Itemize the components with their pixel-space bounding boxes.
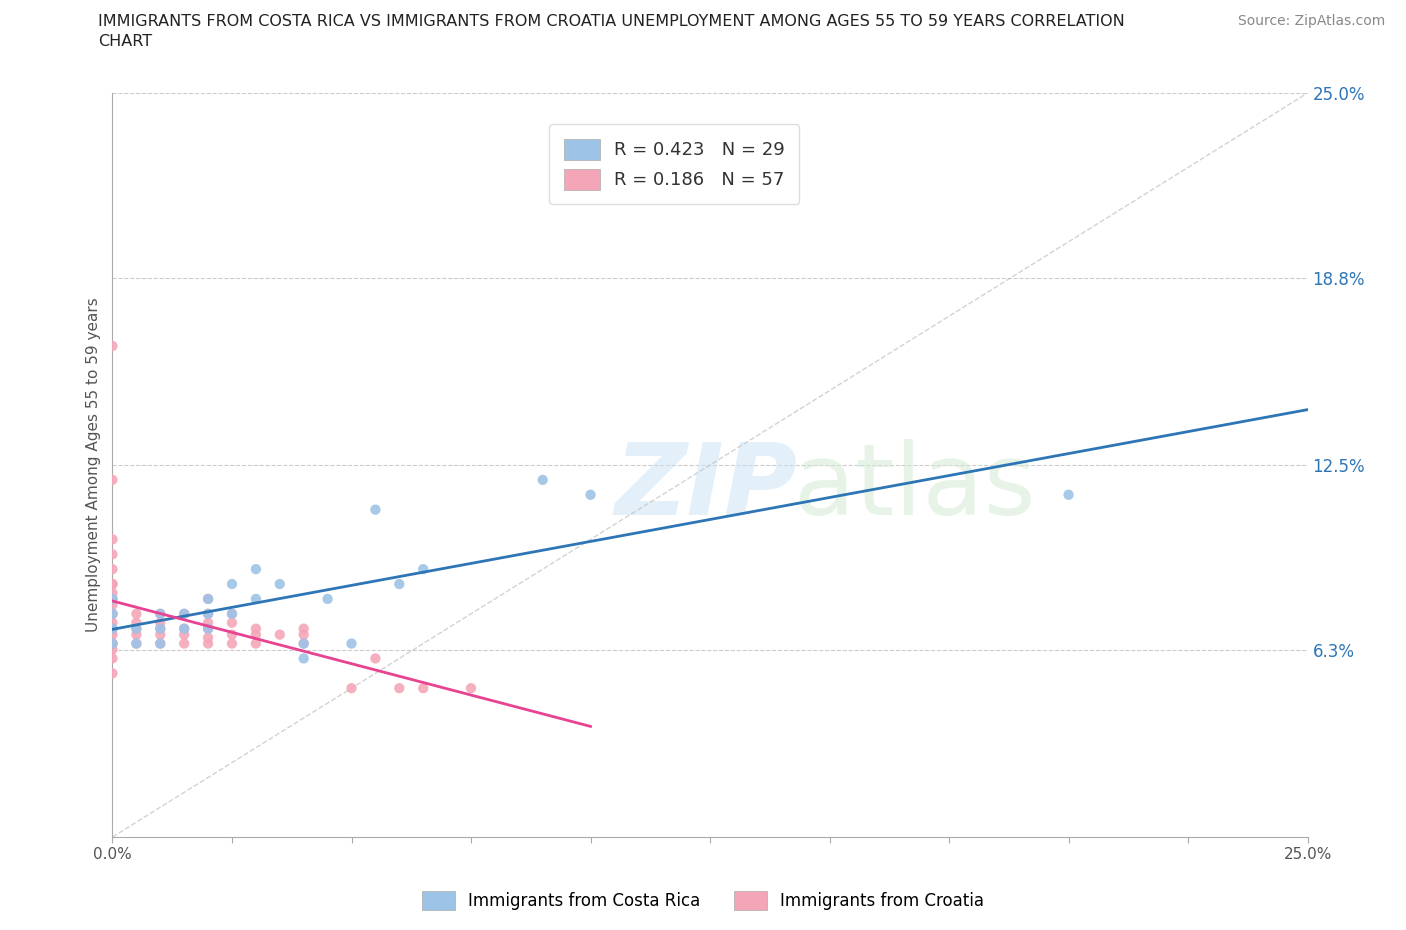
Point (173, 621, 195, 636)
Point (149, 621, 172, 636)
Legend: Immigrants from Costa Rica, Immigrants from Croatia: Immigrants from Costa Rica, Immigrants f… (415, 884, 991, 917)
Text: IMMIGRANTS FROM COSTA RICA VS IMMIGRANTS FROM CROATIA UNEMPLOYMENT AMONG AGES 55: IMMIGRANTS FROM COSTA RICA VS IMMIGRANTS… (98, 14, 1125, 29)
Point (197, 591, 219, 606)
Point (125, 621, 148, 636)
Point (101, 532, 124, 547)
Point (149, 627, 172, 642)
Point (221, 606, 243, 621)
Point (221, 627, 243, 642)
Point (221, 636, 243, 651)
Point (101, 621, 124, 636)
Text: Source: ZipAtlas.com: Source: ZipAtlas.com (1237, 14, 1385, 28)
Point (221, 577, 243, 591)
Point (1057, 487, 1080, 502)
Point (197, 621, 219, 636)
Point (269, 577, 291, 591)
Point (412, 562, 434, 577)
Point (101, 636, 124, 651)
Point (245, 621, 267, 636)
Point (388, 577, 411, 591)
Point (125, 616, 148, 631)
Point (101, 339, 124, 353)
Point (292, 621, 315, 636)
Point (149, 606, 172, 621)
Point (388, 681, 411, 696)
Point (269, 627, 291, 642)
Point (531, 472, 554, 487)
Point (101, 621, 124, 636)
Point (125, 627, 148, 642)
Point (101, 472, 124, 487)
Point (101, 591, 124, 606)
Point (340, 681, 363, 696)
Point (292, 636, 315, 651)
Point (292, 636, 315, 651)
Point (101, 586, 124, 601)
Point (149, 616, 172, 631)
Point (101, 577, 124, 591)
Point (101, 616, 124, 631)
Point (125, 621, 148, 636)
Point (101, 666, 124, 681)
Point (173, 627, 195, 642)
Point (245, 591, 267, 606)
Text: CHART: CHART (98, 34, 152, 49)
Point (197, 631, 219, 645)
Point (197, 621, 219, 636)
Point (197, 606, 219, 621)
Point (101, 627, 124, 642)
Point (101, 597, 124, 612)
Point (101, 606, 124, 621)
Point (197, 606, 219, 621)
Point (579, 487, 602, 502)
Point (245, 627, 267, 642)
Point (101, 621, 124, 636)
Point (197, 636, 219, 651)
Point (364, 651, 387, 666)
Point (460, 681, 482, 696)
Y-axis label: Unemployment Among Ages 55 to 59 years: Unemployment Among Ages 55 to 59 years (86, 298, 101, 632)
Point (101, 642, 124, 657)
Point (101, 636, 124, 651)
Point (173, 621, 195, 636)
Point (149, 606, 172, 621)
Point (316, 591, 339, 606)
Point (125, 606, 148, 621)
Point (149, 621, 172, 636)
Point (125, 636, 148, 651)
Point (197, 591, 219, 606)
Point (245, 636, 267, 651)
Point (101, 651, 124, 666)
Point (292, 627, 315, 642)
Point (149, 636, 172, 651)
Point (197, 616, 219, 631)
Text: ZIP: ZIP (614, 439, 797, 536)
Point (125, 636, 148, 651)
Point (149, 636, 172, 651)
Point (101, 606, 124, 621)
Point (173, 606, 195, 621)
Legend: R = 0.423   N = 29, R = 0.186   N = 57: R = 0.423 N = 29, R = 0.186 N = 57 (550, 125, 799, 204)
Point (101, 547, 124, 562)
Point (412, 681, 434, 696)
Point (101, 636, 124, 651)
Point (173, 636, 195, 651)
Point (340, 636, 363, 651)
Point (364, 502, 387, 517)
Point (101, 562, 124, 577)
Point (101, 606, 124, 621)
Point (221, 616, 243, 631)
Text: atlas: atlas (793, 439, 1035, 536)
Point (292, 651, 315, 666)
Point (101, 591, 124, 606)
Point (101, 577, 124, 591)
Point (173, 606, 195, 621)
Point (245, 562, 267, 577)
Point (221, 606, 243, 621)
